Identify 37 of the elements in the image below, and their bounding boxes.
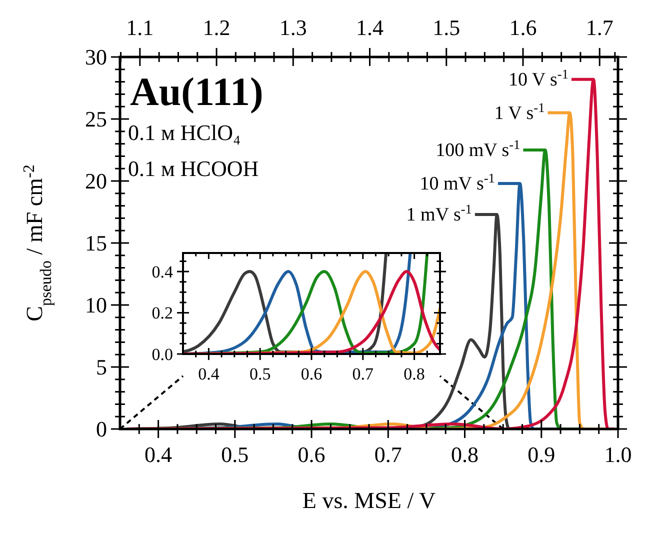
y-tick-label: 0 <box>96 416 107 442</box>
annotation: 0.1 ᴍ HCOOH <box>128 156 259 181</box>
x2-tick-label: 1.5 <box>432 15 460 40</box>
x2-tick-label: 1.4 <box>356 15 384 40</box>
y-tick-label: 25 <box>85 106 107 132</box>
annotation: 0.1 ᴍ HClO₄ <box>128 120 241 145</box>
x-tick-label: 0.6 <box>298 442 326 467</box>
legend-label: 10 mV s$^{-1}$ <box>420 170 495 194</box>
y-tick-label: 15 <box>85 230 107 256</box>
x-tick-label: 0.4 <box>198 364 220 384</box>
x2-tick-label: 1.7 <box>586 15 614 40</box>
x-tick-label: 1.0 <box>604 442 632 467</box>
legend-label: 1 V s$^{-1}$ <box>494 99 545 124</box>
x2-tick-label: 1.2 <box>202 15 230 40</box>
x-tick-label: 0.9 <box>528 442 556 467</box>
y-tick-label: 5 <box>96 354 107 380</box>
x-tick-label: 0.5 <box>221 442 249 467</box>
legend-label: 10 V s$^{-1}$ <box>508 66 568 90</box>
x-tick-label: 0.8 <box>404 364 425 384</box>
legend-label: 1 mV s$^{-1}$ <box>406 200 472 226</box>
x2-tick-label: 1.6 <box>509 15 537 40</box>
y-tick-label: 0.4 <box>152 262 174 282</box>
x2-tick-label: 1.3 <box>279 15 307 40</box>
y-tick-label: 10 <box>85 292 107 318</box>
y-tick-label: 30 <box>85 44 107 70</box>
chart-title: Au(111) <box>130 69 264 114</box>
y-tick-label: 0.2 <box>152 304 173 323</box>
x-tick-label: 0.7 <box>352 364 374 384</box>
x-tick-label: 0.5 <box>249 364 271 384</box>
x2-tick-label: 1.1 <box>126 15 154 40</box>
legend-label: 100 mV s$^{-1}$ <box>436 136 520 161</box>
x-tick-label: 0.8 <box>451 442 479 467</box>
x-tick-label: 0.7 <box>374 442 402 467</box>
y-tick-label: 20 <box>85 168 107 194</box>
y-tick-label: 0.0 <box>152 344 173 364</box>
x-axis-title: E vs. MSE / V <box>302 488 436 513</box>
x-tick-label: 0.6 <box>300 364 322 384</box>
